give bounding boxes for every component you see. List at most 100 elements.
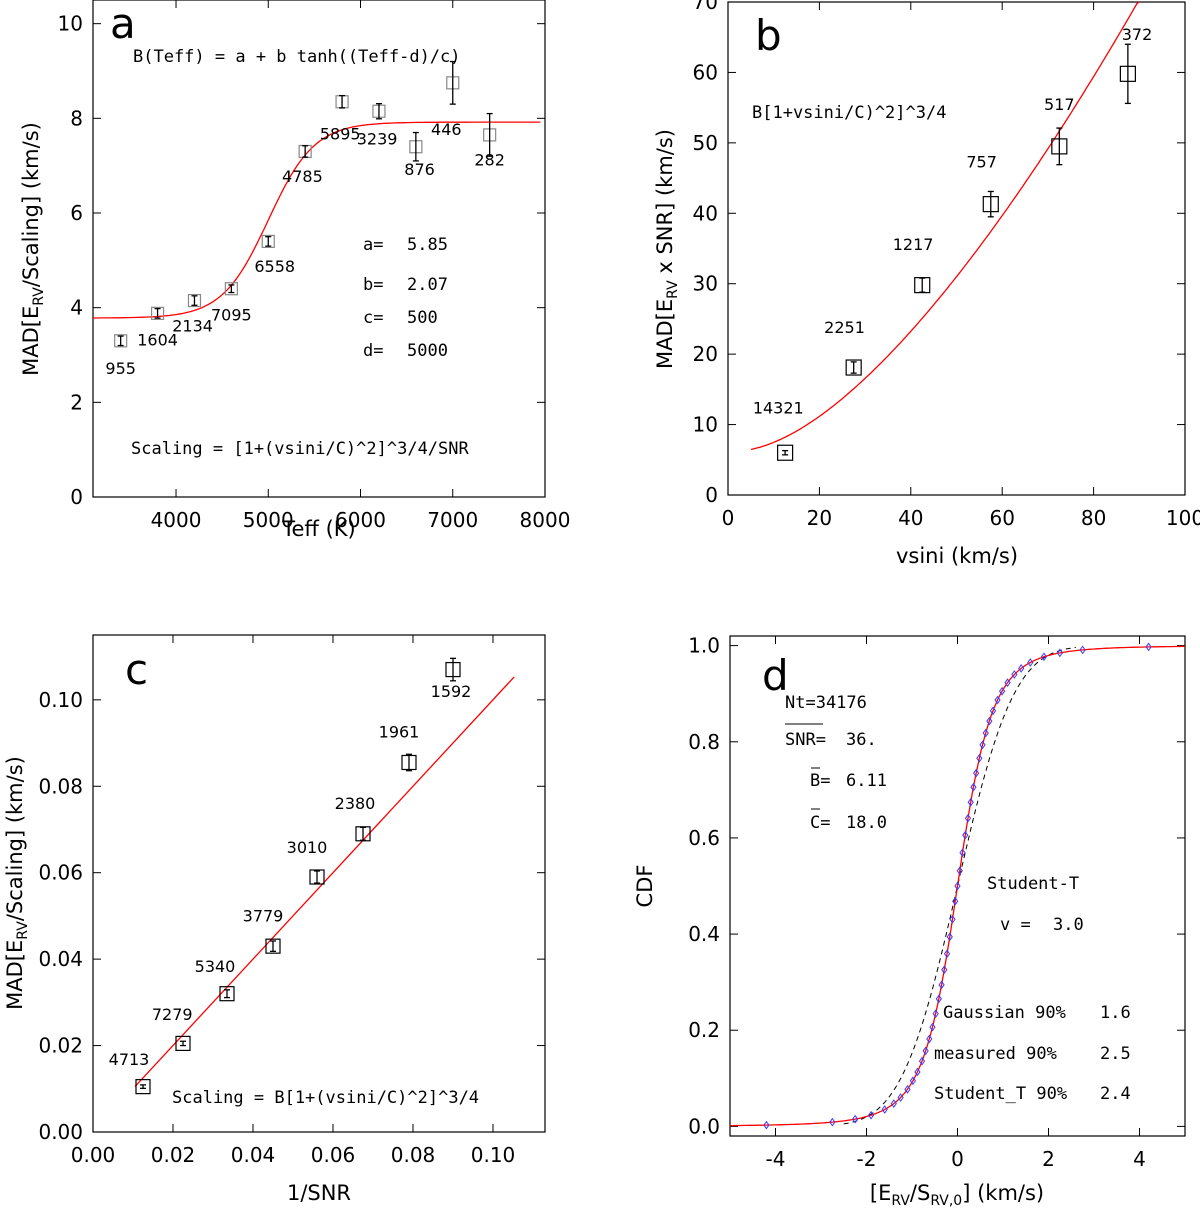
- x-tick-label: 80: [1081, 506, 1106, 530]
- measured-diamond: [763, 1120, 770, 1130]
- gaussian-90-label: Gaussian 90%: [943, 1003, 1066, 1023]
- panel-d-ticks: [730, 636, 1185, 1136]
- point-count-label: 2380: [335, 794, 376, 813]
- point-count-label: 1961: [379, 722, 420, 741]
- panel-d-xlabel: [ERV/SRV,0] (km/s): [870, 1181, 1044, 1209]
- y-tick-label: 70: [693, 0, 718, 14]
- point-count-label: 14321: [753, 398, 804, 417]
- measured-diamond: [1145, 642, 1152, 652]
- measured-diamond: [967, 797, 974, 807]
- panel-b-points: 14321 2251 1217 757 517 372: [753, 25, 1152, 461]
- point-count-label: 955: [105, 359, 136, 378]
- data-point-box: [224, 282, 238, 296]
- x-tick-label: 8000: [520, 508, 571, 532]
- point-count-label: 4713: [109, 1050, 150, 1069]
- x-tick-label: 0.06: [311, 1143, 356, 1167]
- point-count-label: 7095: [211, 305, 252, 324]
- x-tick-label: 0.02: [151, 1143, 196, 1167]
- measured-diamond: [918, 1056, 926, 1066]
- measured-diamond: [946, 932, 953, 942]
- point-count-label: 5895: [320, 125, 361, 144]
- data-point-box: [219, 986, 235, 1002]
- panel-b-ticks: [727, 1, 1186, 496]
- x-tick-label: 100: [1166, 506, 1200, 530]
- measured-diamond: [989, 706, 997, 716]
- y-tick-label: 4: [70, 296, 83, 320]
- stat-snr-label: SNR=: [785, 730, 826, 750]
- point-count-label: 2134: [172, 316, 213, 335]
- student-t-90-value: 2.4: [1100, 1084, 1131, 1104]
- x-tick-label: -4: [766, 1147, 786, 1171]
- measured-diamond: [867, 1110, 875, 1120]
- y-tick-label: 40: [693, 201, 718, 225]
- x-tick-label: 0.04: [231, 1143, 276, 1167]
- measured-diamond: [964, 813, 972, 823]
- x-tick-label: 7000: [427, 508, 478, 532]
- measured-diamond: [852, 1114, 859, 1124]
- measured-diamond: [890, 1099, 897, 1108]
- point-count-label: 446: [431, 120, 462, 139]
- x-tick-label: 2: [1042, 1147, 1055, 1171]
- panel-c-ylabel: MAD[ERV/Scaling] (km/s): [3, 756, 31, 1010]
- measured-diamond: [938, 980, 945, 990]
- y-tick-label: 6: [70, 201, 83, 225]
- point-count-label: 1217: [893, 235, 934, 254]
- student-t-nu-label: v =: [1000, 915, 1031, 935]
- stat-b-value: 6.11: [846, 771, 887, 791]
- y-tick-label: 0.00: [38, 1120, 83, 1144]
- point-count-label: 5340: [195, 957, 236, 976]
- y-tick-label: 1.0: [688, 634, 720, 658]
- param-c-value: 500: [407, 308, 438, 328]
- y-tick-label: 0.04: [38, 947, 83, 971]
- measured-diamond: [1018, 664, 1025, 673]
- x-tick-label: 0.10: [471, 1143, 516, 1167]
- y-tick-label: 0: [70, 485, 83, 509]
- x-tick-label: 40: [898, 506, 923, 530]
- measured-diamond: [973, 768, 980, 778]
- y-tick-label: 60: [693, 60, 718, 84]
- panel-c-letter: c: [125, 645, 148, 694]
- measured-diamond: [1027, 658, 1034, 667]
- point-count-label: 3010: [287, 838, 328, 857]
- param-a-label: a=: [363, 235, 383, 255]
- measured-diamond: [929, 1022, 936, 1032]
- panel-b-letter: b: [755, 11, 782, 60]
- panel-d-letter: d: [762, 651, 789, 700]
- panel-c-tick-labels: 0.00 0.02 0.04 0.06 0.08 0.10 0.00 0.02 0.04 0.06…: [38, 688, 515, 1167]
- panel-d-percentiles: Gaussian 90% 1.6 measured 90% 2.5 Studen…: [934, 1003, 1131, 1104]
- panel-d-stats: Nt=34176 SNR= 36. B= 6.11 C= 18.0: [785, 693, 887, 833]
- measured-diamond: [904, 1084, 911, 1094]
- point-count-label: 282: [474, 151, 505, 170]
- panel-b-fit-curve: [750, 1, 1140, 451]
- panel-a-letter: a: [110, 0, 136, 48]
- point-count-label: 876: [404, 160, 435, 179]
- measured-diamond: [959, 848, 966, 858]
- student-t-90-label: Student_T 90%: [934, 1084, 1067, 1104]
- y-tick-label: 0.2: [688, 1018, 720, 1042]
- point-count-label: 3779: [243, 907, 284, 926]
- point-count-label: 2251: [824, 318, 865, 337]
- data-point-box: [309, 869, 325, 885]
- panel-d-ylabel: CDF: [633, 865, 657, 908]
- data-point-box: [265, 938, 281, 954]
- y-tick-label: 0.08: [38, 774, 83, 798]
- x-tick-label: 4: [1133, 1147, 1146, 1171]
- panel-c-ticks: [92, 635, 545, 1133]
- y-tick-label: 0.8: [688, 730, 720, 754]
- measured-diamond: [1079, 645, 1086, 655]
- measured-90-value: 2.5: [1100, 1044, 1131, 1064]
- y-tick-label: 8: [70, 106, 83, 130]
- panel-a-scaling-note: Scaling = [1+(vsini/C)^2]^3/4/SNR: [131, 439, 470, 459]
- x-tick-label: -2: [857, 1147, 877, 1171]
- y-tick-label: 0.4: [688, 922, 720, 946]
- y-tick-label: 0.0: [688, 1114, 720, 1138]
- panel-a-ylabel: MAD[ERV/Scaling] (km/s): [19, 122, 47, 376]
- measured-diamond: [979, 740, 986, 750]
- panel-c-scaling-note: Scaling = B[1+(vsini/C)^2]^3/4: [172, 1088, 479, 1108]
- y-tick-label: 0.02: [38, 1034, 83, 1058]
- measured-diamond: [926, 1034, 933, 1044]
- measured-diamond: [1040, 652, 1048, 662]
- panel-a-xlabel: Teff (K): [281, 517, 355, 541]
- measured-diamond: [941, 965, 948, 975]
